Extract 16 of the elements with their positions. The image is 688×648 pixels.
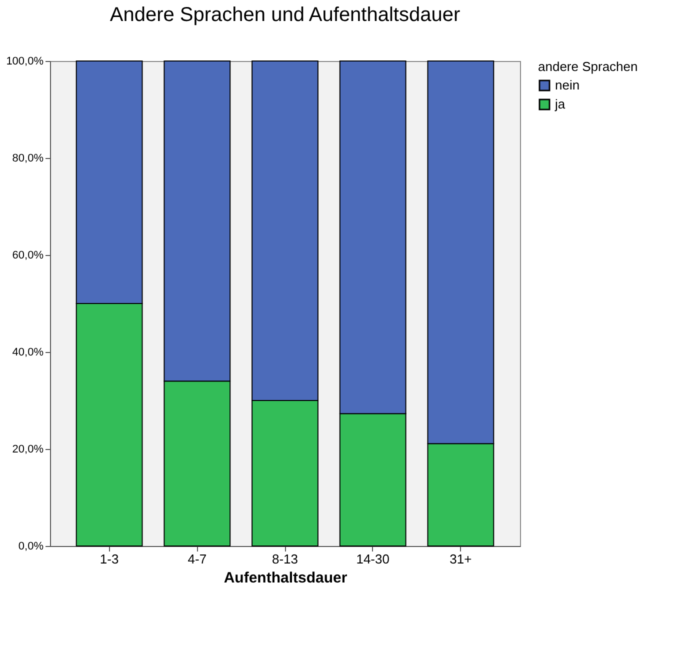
y-tick-label: 100,0% [6, 56, 44, 68]
legend-label: ja [554, 96, 566, 112]
chart-title: Andere Sprachen und Aufenthaltsdauer [110, 4, 460, 26]
x-tick-label: 31+ [450, 552, 472, 566]
x-axis-title: Aufenthaltsdauer [224, 570, 348, 586]
y-tick-label: 80,0% [12, 152, 44, 164]
x-tick-label: 8-13 [272, 552, 298, 566]
legend-title: andere Sprachen [538, 59, 638, 74]
legend-label: nein [555, 78, 580, 92]
x-tick-label: 1-3 [100, 552, 119, 566]
y-tick-label: 20,0% [12, 444, 44, 456]
x-tick-label: 14-30 [356, 552, 390, 566]
x-tick-label: 4-7 [188, 552, 207, 566]
y-tick-label: 40,0% [12, 346, 44, 358]
y-tick-label: 0,0% [18, 540, 44, 552]
y-tick-label: 60,0% [12, 250, 44, 262]
